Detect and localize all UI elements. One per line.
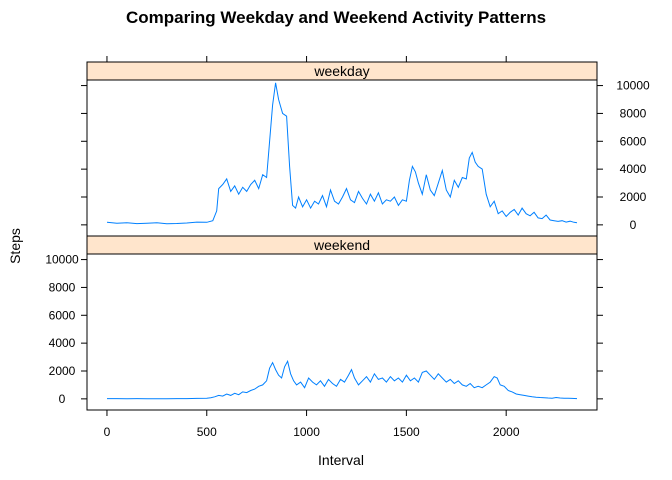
series-line-weekday bbox=[106, 82, 578, 225]
y-tick-label-weekend-6000: 6000 bbox=[49, 308, 76, 322]
y-tick-label-weekend-0: 0 bbox=[59, 392, 66, 406]
y-tick-label-weekday-10000: 10000 bbox=[616, 79, 650, 93]
plot-layer: weekday0200040006000800010000weekend0200… bbox=[45, 56, 650, 439]
x-tick-label-0: 0 bbox=[104, 425, 111, 439]
strip-label-weekend: weekend bbox=[313, 237, 370, 253]
chart-title: Comparing Weekday and Weekend Activity P… bbox=[126, 8, 546, 27]
x-tick-label-500: 500 bbox=[197, 425, 217, 439]
y-tick-label-weekend-10000: 10000 bbox=[45, 253, 79, 267]
y-axis-label: Steps bbox=[7, 228, 23, 264]
y-tick-label-weekend-2000: 2000 bbox=[49, 364, 76, 378]
x-tick-label-1500: 1500 bbox=[393, 425, 420, 439]
y-tick-label-weekend-8000: 8000 bbox=[49, 280, 76, 294]
strip-label-weekday: weekday bbox=[313, 63, 369, 79]
y-tick-label-weekend-4000: 4000 bbox=[49, 336, 76, 350]
series-line-weekend bbox=[107, 359, 578, 400]
x-tick-label-2000: 2000 bbox=[493, 425, 520, 439]
y-tick-label-weekday-0: 0 bbox=[630, 218, 637, 232]
x-tick-label-1000: 1000 bbox=[293, 425, 320, 439]
y-tick-label-weekday-8000: 8000 bbox=[620, 106, 647, 120]
panel-frame-weekend bbox=[86, 253, 598, 411]
x-axis-label: Interval bbox=[318, 452, 364, 468]
panel-frame-weekday bbox=[86, 79, 598, 237]
y-tick-label-weekday-6000: 6000 bbox=[620, 134, 647, 148]
y-tick-label-weekday-2000: 2000 bbox=[620, 190, 647, 204]
y-tick-label-weekday-4000: 4000 bbox=[620, 162, 647, 176]
